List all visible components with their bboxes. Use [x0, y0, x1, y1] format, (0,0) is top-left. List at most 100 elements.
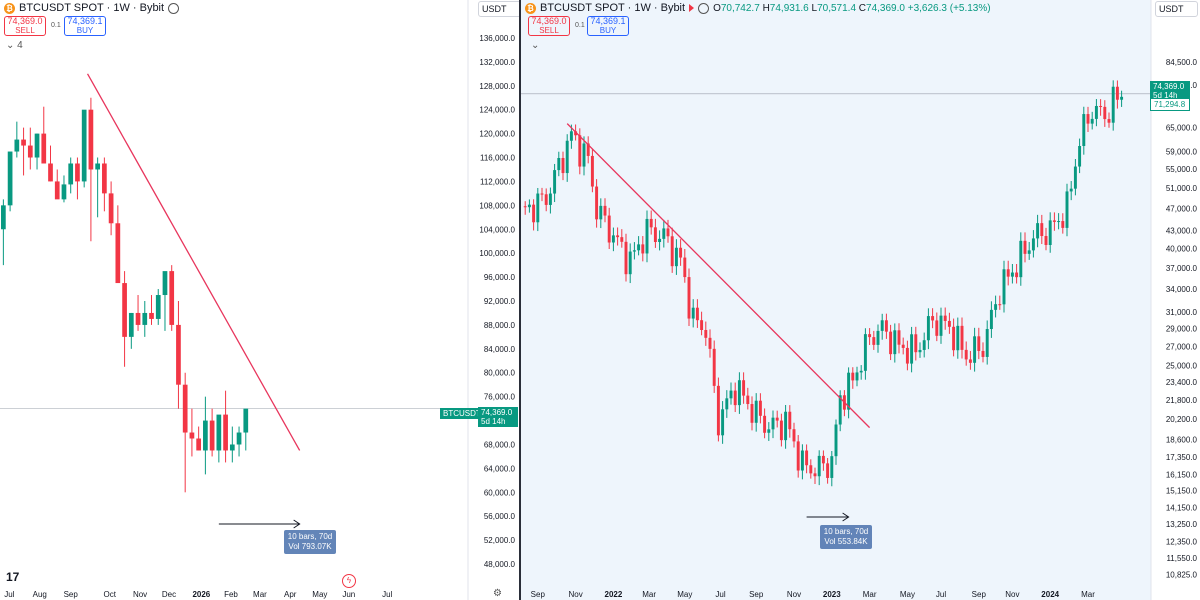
right-candle-body — [1019, 240, 1023, 278]
right-candle-body — [771, 417, 775, 430]
left-candle-body — [155, 295, 161, 319]
right-candle-body — [544, 194, 548, 205]
right-candle-body — [897, 330, 901, 345]
ohlc-open: 70,742.7 — [720, 2, 760, 14]
lightning-icon[interactable]: ϟ — [342, 574, 356, 588]
right-y-tick-label: 55,000.0 — [1166, 165, 1198, 174]
flag-icon[interactable] — [689, 4, 695, 12]
left-buy-button[interactable]: 74,369.1 BUY — [64, 16, 106, 36]
left-qty[interactable]: 0.1 — [51, 22, 61, 29]
right-candle-body — [973, 336, 977, 363]
right-symbol-title[interactable]: BTCUSDT SPOT · 1W · Bybit — [540, 2, 686, 14]
left-candle-body — [229, 444, 235, 451]
right-chart-pane[interactable]: 84,500.077,000.065,000.059,000.055,000.0… — [521, 0, 1200, 600]
right-indicators-toggle[interactable]: ⌄ — [531, 40, 539, 51]
right-candle-body — [964, 349, 968, 360]
left-candle-body — [7, 151, 13, 206]
right-candle-body — [1010, 272, 1014, 277]
visibility-icon[interactable] — [698, 2, 710, 14]
left-y-tick-label: 76,000.0 — [484, 393, 516, 402]
ohlc-h-label: H — [762, 2, 770, 14]
tradingview-logo[interactable]: 17 — [6, 570, 20, 584]
left-x-tick-label: Nov — [133, 590, 147, 599]
left-candle-body — [169, 271, 175, 325]
left-countdown: 5d 14h — [481, 417, 506, 426]
right-candle-body — [1061, 221, 1065, 228]
right-x-tick-label: 2023 — [823, 590, 841, 599]
right-qty[interactable]: 0.1 — [575, 22, 585, 29]
left-candle-body — [135, 312, 141, 325]
right-candle-body — [1107, 119, 1111, 123]
right-candle-body — [1040, 223, 1044, 237]
visibility-icon[interactable] — [168, 2, 180, 14]
right-sell-button[interactable]: 74,369.0 SELL — [528, 16, 570, 36]
right-y-tick-label: 31,000.0 — [1166, 308, 1198, 317]
right-measure-label: 10 bars, 70d Vol 553.84K — [820, 525, 872, 549]
left-candle-body — [128, 312, 134, 337]
ohlc-c-label: C — [858, 2, 867, 14]
left-indicators-toggle[interactable]: ⌄ 4 — [6, 40, 23, 51]
left-y-tick-label: 80,000.0 — [484, 369, 516, 378]
left-candle-body — [149, 312, 154, 319]
right-y-tick-label: 13,250.0 — [1166, 520, 1198, 529]
right-candle-body — [1048, 220, 1052, 245]
left-candle-body — [68, 163, 74, 185]
right-candle-body — [695, 307, 699, 321]
right-candle-body — [855, 372, 859, 381]
right-y-tick-label: 23,400.0 — [1166, 378, 1198, 387]
left-last-price: 74,369.0 — [481, 408, 513, 417]
right-candle-body — [922, 340, 926, 350]
right-candle-body — [830, 456, 834, 478]
left-candlestick-chart[interactable]: 136,000.0 132,000.0 128,000.0 124,000.0 120,… — [0, 0, 519, 600]
left-candle-body — [122, 283, 127, 337]
left-candle-body — [108, 193, 114, 224]
right-candle-body — [666, 228, 670, 237]
left-measure-vol: Vol 793.07K — [288, 542, 332, 551]
right-candle-body — [796, 441, 800, 471]
left-x-tick-label: Mar — [253, 590, 267, 599]
left-measure-label: 10 bars, 70d Vol 793.07K — [284, 530, 336, 554]
left-candle-body — [216, 414, 222, 451]
ohlc-low: 70,571.4 — [817, 2, 857, 14]
right-y-tick-label: 65,000.0 — [1166, 123, 1198, 132]
left-candle-body — [1, 205, 6, 230]
right-candle-body — [708, 337, 712, 349]
right-x-tick-label: Mar — [863, 590, 877, 599]
right-candle-body — [1099, 105, 1103, 107]
right-candlestick-chart[interactable]: 84,500.077,000.065,000.059,000.055,000.0… — [521, 0, 1200, 600]
left-sell-button[interactable]: 74,369.0 SELL — [4, 16, 46, 36]
right-x-tick-label: May — [900, 590, 915, 599]
left-chart-pane[interactable]: 136,000.0 132,000.0 128,000.0 124,000.0 120,… — [0, 0, 519, 600]
left-candle-body — [34, 133, 40, 158]
right-currency-select[interactable]: USDT — [1155, 1, 1198, 17]
right-candle-body — [1031, 238, 1035, 251]
right-candle-body — [985, 329, 989, 357]
right-candle-body — [1082, 114, 1086, 146]
left-currency-select[interactable]: USDT — [478, 1, 519, 17]
left-candle-body — [162, 271, 168, 296]
right-y-tick-label: 15,150.0 — [1166, 487, 1198, 496]
left-y-tick-label: 100,000.0 — [479, 249, 515, 258]
right-y-tick-label: 51,000.0 — [1166, 184, 1198, 193]
chevron-down-icon: ⌄ — [531, 40, 540, 51]
right-candle-body — [952, 326, 956, 351]
right-buy-label: BUY — [599, 26, 617, 35]
gear-icon[interactable]: ⚙ — [493, 588, 502, 599]
left-x-tick-label: Jun — [342, 590, 355, 599]
ohlc-o-label: O — [713, 2, 721, 14]
left-candle-body — [88, 109, 94, 170]
left-symbol-title[interactable]: BTCUSDT SPOT · 1W · Bybit — [19, 2, 165, 14]
right-candle-body — [540, 193, 544, 195]
ohlc-high: 74,931.6 — [769, 2, 809, 14]
right-y-tick-label: 59,000.0 — [1166, 148, 1198, 157]
pane-divider[interactable] — [519, 0, 521, 600]
left-x-tick-label: Apr — [284, 590, 297, 599]
right-candle-body — [1002, 269, 1006, 305]
right-buy-button[interactable]: 74,369.1 BUY — [587, 16, 629, 36]
left-candle-body — [209, 420, 215, 451]
left-candle-body — [102, 163, 107, 194]
right-candle-body — [1069, 188, 1073, 192]
right-buy-price: 74,369.1 — [590, 16, 626, 26]
right-x-tick-label: 2024 — [1041, 590, 1059, 599]
right-measure-vol: Vol 553.84K — [824, 537, 868, 546]
